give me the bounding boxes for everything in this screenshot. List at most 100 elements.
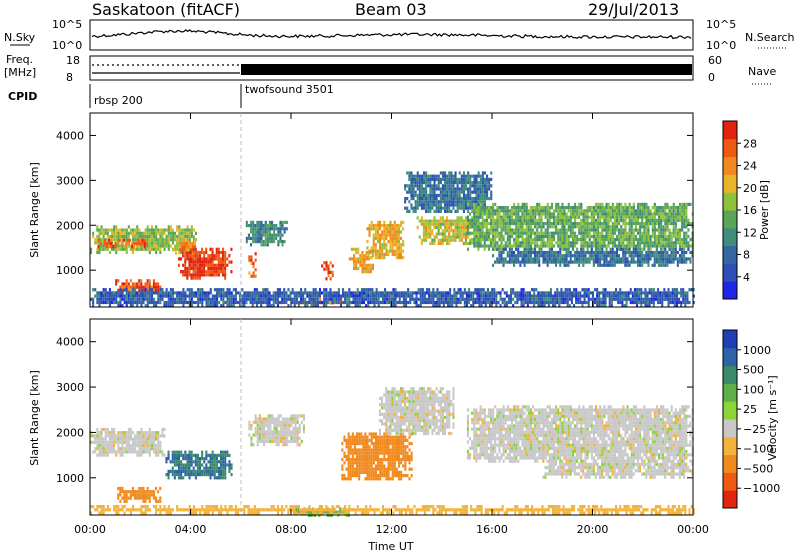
echo-cell bbox=[473, 174, 476, 178]
echo-cell bbox=[649, 234, 652, 238]
echo-cell bbox=[592, 250, 595, 255]
echo-cell bbox=[247, 291, 250, 295]
echo-cell bbox=[266, 291, 269, 295]
echo-cell bbox=[385, 230, 388, 234]
echo-cell bbox=[279, 227, 282, 231]
echo-cell bbox=[144, 234, 147, 239]
echo-cell bbox=[462, 225, 465, 230]
echo-cell bbox=[529, 260, 532, 264]
echo-cell bbox=[611, 202, 614, 206]
echo-cell bbox=[226, 294, 229, 298]
echo-cell bbox=[500, 241, 503, 245]
echo-cell bbox=[418, 235, 421, 239]
echo-cell bbox=[664, 238, 667, 242]
echo-cell bbox=[566, 304, 569, 308]
echo-cell bbox=[534, 231, 537, 235]
echo-cell bbox=[517, 260, 520, 264]
echo-cell bbox=[181, 238, 184, 242]
echo-cell bbox=[433, 174, 436, 178]
echo-cell bbox=[100, 453, 103, 457]
echo-cell bbox=[611, 260, 614, 264]
echo-cell bbox=[429, 225, 432, 230]
echo-cell bbox=[437, 229, 440, 233]
echo-cell bbox=[511, 231, 514, 235]
echo-cell bbox=[487, 244, 490, 248]
echo-cell bbox=[658, 244, 661, 248]
echo-cell bbox=[222, 257, 225, 261]
echo-cell bbox=[213, 288, 216, 292]
echo-cell bbox=[291, 288, 294, 292]
echo-cell bbox=[602, 288, 605, 292]
echo-cell bbox=[547, 300, 550, 305]
echo-cell bbox=[683, 225, 686, 229]
echo-cell bbox=[605, 222, 608, 226]
echo-cell bbox=[358, 300, 361, 305]
echo-cell bbox=[148, 294, 151, 298]
echo-cell bbox=[560, 291, 563, 295]
echo-cell bbox=[592, 260, 595, 264]
echo-cell bbox=[651, 234, 654, 238]
echo-cell bbox=[111, 437, 114, 441]
echo-cell bbox=[588, 241, 591, 245]
echo-cell bbox=[379, 227, 382, 231]
echo-cell bbox=[672, 260, 675, 264]
echo-cell bbox=[504, 209, 507, 213]
echo-cell bbox=[683, 247, 686, 251]
echo-cell bbox=[685, 260, 688, 264]
echo-cell bbox=[506, 206, 509, 210]
echo-cell bbox=[521, 202, 524, 206]
colorbar-swatch bbox=[723, 156, 737, 175]
echo-cell bbox=[201, 260, 204, 264]
echo-cell bbox=[138, 447, 141, 451]
echo-cell bbox=[281, 240, 284, 244]
echo-cell bbox=[640, 297, 643, 301]
echo-cell bbox=[146, 279, 149, 283]
echo-cell bbox=[224, 294, 227, 298]
echo-cell bbox=[148, 300, 151, 305]
echo-cell bbox=[599, 250, 602, 255]
echo-cell bbox=[431, 197, 434, 201]
echo-cell bbox=[132, 234, 135, 239]
echo-cell bbox=[444, 171, 447, 175]
echo-cell bbox=[473, 200, 476, 204]
echo-cell bbox=[159, 238, 162, 242]
echo-cell bbox=[381, 300, 384, 305]
echo-cell bbox=[672, 234, 675, 238]
echo-cell bbox=[583, 294, 586, 298]
echo-cell bbox=[640, 288, 643, 292]
echo-cell bbox=[632, 212, 635, 216]
echo-cell bbox=[473, 238, 476, 242]
echo-cell bbox=[525, 254, 528, 258]
echo-cell bbox=[554, 300, 557, 305]
echo-cell bbox=[136, 297, 139, 301]
echo-cell bbox=[672, 222, 675, 226]
echo-cell bbox=[630, 250, 633, 255]
echo-cell bbox=[630, 234, 633, 238]
echo-cell bbox=[645, 254, 648, 258]
echo-cell bbox=[518, 291, 521, 295]
echo-cell bbox=[146, 244, 149, 248]
echo-cell bbox=[645, 209, 648, 213]
echo-cell bbox=[178, 231, 181, 235]
echo-cell bbox=[192, 270, 195, 274]
echo-cell bbox=[495, 300, 498, 305]
echo-cell bbox=[624, 212, 627, 216]
echo-cell bbox=[504, 247, 507, 251]
echo-cell bbox=[465, 297, 468, 301]
echo-cell bbox=[588, 225, 591, 229]
echo-cell bbox=[368, 233, 371, 237]
echo-cell bbox=[248, 255, 251, 259]
echo-cell bbox=[597, 209, 600, 213]
echo-cell bbox=[560, 297, 563, 301]
echo-cell bbox=[190, 297, 193, 301]
echo-cell bbox=[603, 218, 606, 222]
echo-cell bbox=[595, 228, 598, 232]
echo-cell bbox=[437, 187, 440, 191]
echo-cell bbox=[427, 184, 430, 188]
echo-cell bbox=[668, 254, 671, 258]
echo-cell bbox=[363, 260, 366, 264]
echo-cell bbox=[471, 218, 474, 222]
echo-cell bbox=[207, 257, 210, 261]
echo-cell bbox=[273, 227, 276, 231]
echo-cell bbox=[631, 300, 634, 305]
